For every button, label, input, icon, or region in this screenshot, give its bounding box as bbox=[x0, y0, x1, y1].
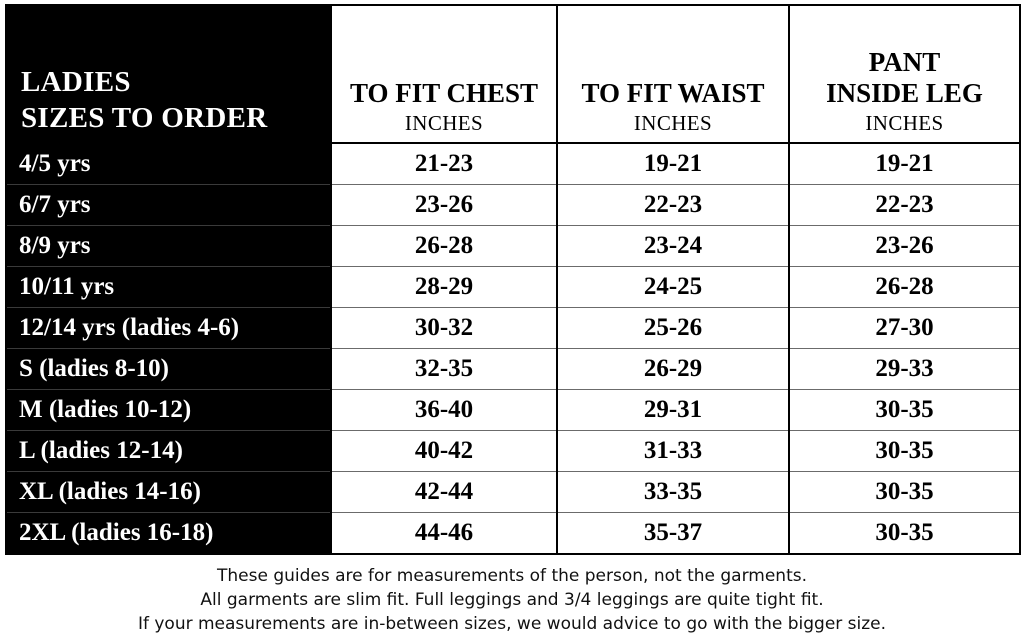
header-chest-title: TO FIT CHEST bbox=[349, 77, 539, 108]
table-row: 4/5 yrs 21-23 19-21 19-21 bbox=[5, 142, 1021, 185]
cell-waist: 23-24 bbox=[556, 225, 790, 267]
size-table: LADIES SIZES TO ORDER TO FIT CHEST INCHE… bbox=[5, 4, 1021, 555]
cell-inside-leg: 27-30 bbox=[788, 307, 1021, 349]
cell-chest: 32-35 bbox=[330, 348, 558, 390]
cell-inside-leg: 26-28 bbox=[788, 266, 1021, 308]
header-waist-unit: INCHES bbox=[633, 110, 713, 135]
table-row: S (ladies 8-10) 32-35 26-29 29-33 bbox=[5, 348, 1021, 390]
header-cell-sizes: LADIES SIZES TO ORDER bbox=[5, 4, 332, 144]
cell-size: 10/11 yrs bbox=[5, 266, 332, 308]
cell-chest: 26-28 bbox=[330, 225, 558, 267]
header-chest-unit: INCHES bbox=[404, 110, 484, 135]
table-row: 8/9 yrs 26-28 23-24 23-26 bbox=[5, 225, 1021, 267]
cell-size: XL (ladies 14-16) bbox=[5, 471, 332, 513]
header-cell-inside-leg: PANT INSIDE LEG INCHES bbox=[788, 4, 1021, 144]
header-leg-title-line2: INSIDE LEG bbox=[826, 77, 983, 108]
cell-waist: 25-26 bbox=[556, 307, 790, 349]
cell-size: M (ladies 10-12) bbox=[5, 389, 332, 431]
header-cell-chest: TO FIT CHEST INCHES bbox=[330, 4, 558, 144]
header-cell-waist: TO FIT WAIST INCHES bbox=[556, 4, 790, 144]
table-row: XL (ladies 14-16) 42-44 33-35 30-35 bbox=[5, 471, 1021, 513]
cell-inside-leg: 23-26 bbox=[788, 225, 1021, 267]
cell-chest: 28-29 bbox=[330, 266, 558, 308]
cell-size: 8/9 yrs bbox=[5, 225, 332, 267]
cell-inside-leg: 19-21 bbox=[788, 142, 1021, 185]
cell-chest: 21-23 bbox=[330, 142, 558, 185]
table-row: 12/14 yrs (ladies 4-6) 30-32 25-26 27-30 bbox=[5, 307, 1021, 349]
cell-inside-leg: 30-35 bbox=[788, 430, 1021, 472]
cell-inside-leg: 30-35 bbox=[788, 471, 1021, 513]
cell-chest: 23-26 bbox=[330, 184, 558, 226]
header-sizes-line2: SIZES TO ORDER bbox=[21, 101, 268, 134]
cell-waist: 26-29 bbox=[556, 348, 790, 390]
table-row: M (ladies 10-12) 36-40 29-31 30-35 bbox=[5, 389, 1021, 431]
header-leg-title-line1: PANT bbox=[868, 46, 941, 77]
cell-chest: 40-42 bbox=[330, 430, 558, 472]
cell-waist: 29-31 bbox=[556, 389, 790, 431]
table-row: L (ladies 12-14) 40-42 31-33 30-35 bbox=[5, 430, 1021, 472]
footnote-line: These guides are for measurements of the… bbox=[216, 566, 807, 586]
cell-waist: 19-21 bbox=[556, 142, 790, 185]
table-body: 4/5 yrs 21-23 19-21 19-21 6/7 yrs 23-26 … bbox=[5, 142, 1021, 555]
cell-chest: 36-40 bbox=[330, 389, 558, 431]
cell-chest: 42-44 bbox=[330, 471, 558, 513]
cell-waist: 22-23 bbox=[556, 184, 790, 226]
cell-waist: 33-35 bbox=[556, 471, 790, 513]
cell-size: L (ladies 12-14) bbox=[5, 430, 332, 472]
cell-chest: 30-32 bbox=[330, 307, 558, 349]
header-waist-title: TO FIT WAIST bbox=[581, 77, 765, 108]
table-row: 2XL (ladies 16-18) 44-46 35-37 30-35 bbox=[5, 512, 1021, 555]
cell-size: S (ladies 8-10) bbox=[5, 348, 332, 390]
cell-size: 12/14 yrs (ladies 4-6) bbox=[5, 307, 332, 349]
footnote-line: All garments are slim fit. Full leggings… bbox=[200, 590, 824, 611]
cell-waist: 35-37 bbox=[556, 512, 790, 555]
header-sizes-line1: LADIES bbox=[21, 66, 131, 99]
cell-waist: 31-33 bbox=[556, 430, 790, 472]
cell-inside-leg: 30-35 bbox=[788, 389, 1021, 431]
header-row: LADIES SIZES TO ORDER TO FIT CHEST INCHE… bbox=[5, 4, 1021, 144]
table-row: 10/11 yrs 28-29 24-25 26-28 bbox=[5, 266, 1021, 308]
cell-inside-leg: 29-33 bbox=[788, 348, 1021, 390]
cell-inside-leg: 22-23 bbox=[788, 184, 1021, 226]
table-header: LADIES SIZES TO ORDER TO FIT CHEST INCHE… bbox=[5, 4, 1021, 144]
header-leg-unit: INCHES bbox=[865, 110, 944, 135]
cell-chest: 44-46 bbox=[330, 512, 558, 555]
cell-size: 6/7 yrs bbox=[5, 184, 332, 226]
cell-size: 2XL (ladies 16-18) bbox=[5, 512, 332, 555]
cell-inside-leg: 30-35 bbox=[788, 512, 1021, 555]
cell-size: 4/5 yrs bbox=[5, 142, 332, 185]
table-row: 6/7 yrs 23-26 22-23 22-23 bbox=[5, 184, 1021, 226]
cell-waist: 24-25 bbox=[556, 266, 790, 308]
footnote-line: If your measurements are in-between size… bbox=[137, 614, 887, 635]
